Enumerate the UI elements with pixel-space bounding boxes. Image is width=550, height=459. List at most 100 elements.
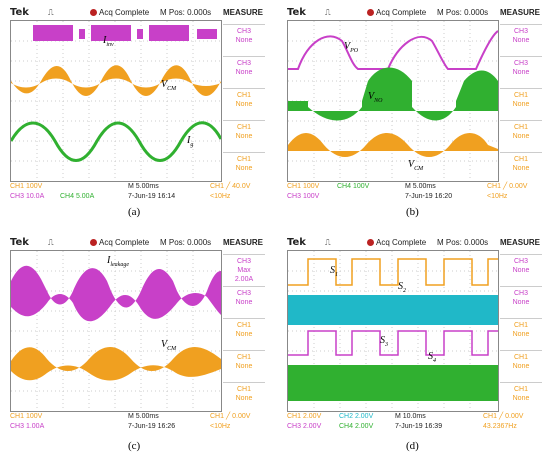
side-item[interactable]: CH1 None [223,350,265,371]
ch3-scale: CH3 100V [287,193,320,200]
measure-menu[interactable]: MEASURE [222,238,263,247]
trace-vpo [288,30,498,70]
scope-header: Tek ⎍ Acq Complete M Pos: 0.000s MEASURE [8,236,265,250]
measure-side-menu: CH3 None CH3 None CH1 None CH1 None CH1 None [500,250,542,410]
acq-status: Acq Complete [367,238,426,247]
brand-label: Tek [10,237,29,248]
timestamp: 7-Jun-19 16:39 [395,423,443,430]
brand-label: Tek [287,7,306,18]
trigger-icon: ⎍ [325,238,331,247]
scope-screen: VPO VNO VCM [287,20,499,182]
panel-c: Tek ⎍ Acq Complete M Pos: 0.000s MEASURE… [8,236,265,434]
frequency: 43.2367Hz [483,423,517,430]
trace-ig [11,121,221,162]
side-item[interactable]: CH1 None [223,382,265,403]
side-item[interactable]: CH1 None [223,152,265,173]
timestamp: 7-Jun-19 16:26 [128,423,176,430]
side-item[interactable]: CH3 None [500,254,542,275]
label-vcm: VCM [161,339,177,352]
side-item[interactable]: CH1 None [223,120,265,141]
record-icon [90,239,97,246]
grid [11,21,221,181]
trace-iinv [33,25,217,41]
trace-vcm [11,65,221,96]
caption-c: (c) [128,440,141,452]
panel-d: Tek ⎍ Acq Complete M Pos: 0.000s MEASURE… [285,236,542,434]
frequency: <10Hz [487,193,508,200]
measure-menu[interactable]: MEASURE [499,8,540,17]
label-s2: S2 [398,281,406,294]
side-item[interactable]: CH3 None [223,286,265,307]
caption-a: (a) [128,206,141,218]
mpos-label: M Pos: 0.000s [437,8,489,17]
side-item[interactable]: CH3 Max 2.00A [223,254,265,284]
side-item[interactable]: CH1 None [500,350,542,371]
scope-screen: Ileakage VCM [10,250,222,412]
side-item[interactable]: CH1 None [500,120,542,141]
trigger-level: CH1 ╱ 0.00V [210,413,251,420]
grid [11,251,221,411]
side-item[interactable]: CH1 None [500,318,542,339]
acq-label: Acq Complete [376,238,427,247]
label-iinv: Iinv [102,35,114,48]
caption-d: (d) [406,440,419,452]
timebase: M 5.00ms [128,413,159,420]
side-item[interactable]: CH1 None [223,318,265,339]
side-item[interactable]: CH1 None [500,152,542,173]
side-item[interactable]: CH1 None [500,88,542,109]
frequency: <10Hz [210,423,231,430]
measure-menu[interactable]: MEASURE [222,8,263,17]
waveform-plot: Ileakage VCM [11,251,221,411]
trace-s3 [288,330,498,356]
trace-s2 [288,295,498,325]
timestamp: 7-Jun-19 16:20 [405,193,453,200]
measure-side-menu: CH3 None CH3 None CH1 None CH1 None CH1 None [500,20,542,180]
scope-header: Tek ⎍ Acq Complete M Pos: 0.000s MEASURE [285,6,542,20]
timebase: M 10.0ms [395,413,426,420]
ch4-scale: CH4 5.00A [60,193,95,200]
label-s4: S4 [428,351,436,364]
scope-screen: S1 S2 S3 S4 [287,250,499,412]
side-item[interactable]: CH1 None [500,382,542,403]
timebase: M 5.00ms [128,183,159,190]
ch3-scale: CH3 1.00A [10,423,45,430]
mpos-label: M Pos: 0.000s [437,238,489,247]
ch1-scale: CH1 2.00V [287,413,322,420]
trigger-level: CH1 ╱ 0.00V [487,183,528,190]
mpos-label: M Pos: 0.000s [160,238,212,247]
ch1-scale: CH1 100V [287,183,320,190]
scope-footer: CH1 100V CH3 10.0A CH4 5.00A M 5.00ms 7-… [10,182,265,204]
acq-label: Acq Complete [376,8,427,17]
scope-header: Tek ⎍ Acq Complete M Pos: 0.000s MEASURE [8,6,265,20]
side-item[interactable]: CH3 None [500,286,542,307]
trace-vcm [11,347,221,381]
side-item[interactable]: CH3 None [500,24,542,45]
trigger-icon: ⎍ [48,8,54,17]
measure-menu[interactable]: MEASURE [499,238,540,247]
side-item[interactable]: CH3 None [223,56,265,77]
label-vcm: VCM [408,159,424,172]
trigger-icon: ⎍ [325,8,331,17]
record-icon [90,9,97,16]
scope-footer: CH1 100V CH3 100V CH4 100V M 5.00ms 7-Ju… [287,182,542,204]
panel-a: Tek ⎍ Acq Complete M Pos: 0.000s MEASURE… [8,6,265,204]
record-icon [367,239,374,246]
side-item[interactable]: CH1 None [223,88,265,109]
label-s3: S3 [380,335,388,348]
timestamp: 7-Jun-19 16:14 [128,193,176,200]
trace-ileakage [11,265,221,322]
trigger-level: CH1 ╱ 40.0V [210,183,251,190]
side-item[interactable]: CH3 None [223,24,265,45]
label-ileakage: Ileakage [106,255,129,268]
ch3-scale: CH3 10.0A [10,193,45,200]
side-item[interactable]: CH3 None [500,56,542,77]
measure-side-menu: CH3 Max 2.00A CH3 None CH1 None CH1 None CH1 N… [223,250,265,410]
brand-label: Tek [287,237,306,248]
label-vpo: VPO [344,41,359,54]
brand-label: Tek [10,7,29,18]
frequency: <10Hz [210,193,231,200]
trigger-icon: ⎍ [48,238,54,247]
waveform-plot: Iinv VCM Ig [11,21,221,181]
acq-status: Acq Complete [367,8,426,17]
mpos-label: M Pos: 0.000s [160,8,212,17]
